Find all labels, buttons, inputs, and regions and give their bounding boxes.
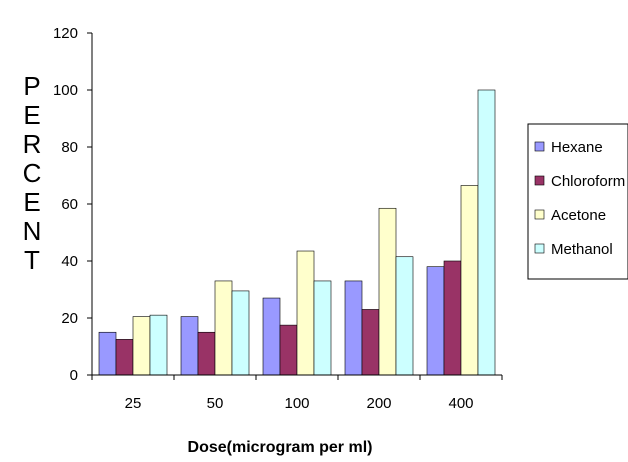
x-tick-label: 50 [207, 395, 224, 412]
legend-label-hexane: Hexane [551, 139, 603, 156]
y-axis-label-letter: E [23, 100, 40, 130]
bar-methanol-100 [313, 280, 332, 376]
bar-chloroform-400 [443, 260, 462, 376]
bar-hexane-25 [98, 331, 117, 376]
legend-swatch-chloroform [534, 175, 545, 186]
bar-chloroform-100 [279, 324, 298, 376]
y-tick-label: 0 [70, 367, 78, 384]
legend-swatch-acetone [534, 209, 545, 220]
legend: Hexane Chloroform Acetone Methanol [527, 123, 628, 280]
y-axis-label-letter: E [23, 187, 40, 217]
y-axis-label-letter: P [23, 71, 40, 101]
legend-box [527, 123, 628, 280]
y-axis-ticks: 0 20 40 60 80 100 120 [53, 25, 92, 384]
legend-label-acetone: Acetone [551, 207, 606, 224]
bars [98, 89, 496, 376]
bar-hexane-400 [426, 266, 445, 376]
bar-chloroform-50 [197, 331, 216, 376]
x-tick-label: 400 [448, 395, 473, 412]
bar-methanol-200 [395, 256, 414, 376]
bar-acetone-50 [214, 280, 233, 376]
x-tick-label: 200 [366, 395, 391, 412]
y-tick-label: 120 [53, 25, 78, 42]
bar-hexane-200 [344, 280, 363, 376]
y-tick-label: 20 [61, 310, 78, 327]
legend-swatch-methanol [534, 243, 545, 254]
legend-swatch-hexane [534, 141, 545, 152]
y-axis-label-letter: N [23, 216, 42, 246]
y-tick-label: 60 [61, 196, 78, 213]
bar-methanol-50 [231, 290, 250, 376]
bar-acetone-400 [460, 185, 479, 376]
bar-acetone-100 [296, 250, 315, 376]
bar-methanol-25 [149, 314, 168, 376]
bar-hexane-100 [262, 297, 281, 376]
x-tick-label: 25 [125, 395, 142, 412]
bar-acetone-200 [378, 207, 397, 376]
y-axis-label-letter: C [23, 158, 42, 188]
bar-acetone-25 [132, 316, 151, 376]
legend-label-methanol: Methanol [551, 241, 613, 258]
y-tick-label: 40 [61, 253, 78, 270]
axes [91, 33, 502, 376]
y-tick-label: 80 [61, 139, 78, 156]
bar-chloroform-200 [361, 309, 380, 376]
bar-chloroform-25 [115, 339, 134, 376]
legend-label-chloroform: Chloroform [551, 173, 625, 190]
y-axis-label-letter: T [24, 245, 40, 275]
x-axis-label: Dose(microgram per ml) [188, 439, 373, 456]
y-axis-label-letter: R [23, 129, 42, 159]
bar-methanol-400 [477, 89, 496, 376]
bar-hexane-50 [180, 316, 199, 376]
y-tick-label: 100 [53, 82, 78, 99]
x-tick-label: 100 [284, 395, 309, 412]
x-axis-ticks: 25 50 100 200 400 [91, 375, 503, 412]
